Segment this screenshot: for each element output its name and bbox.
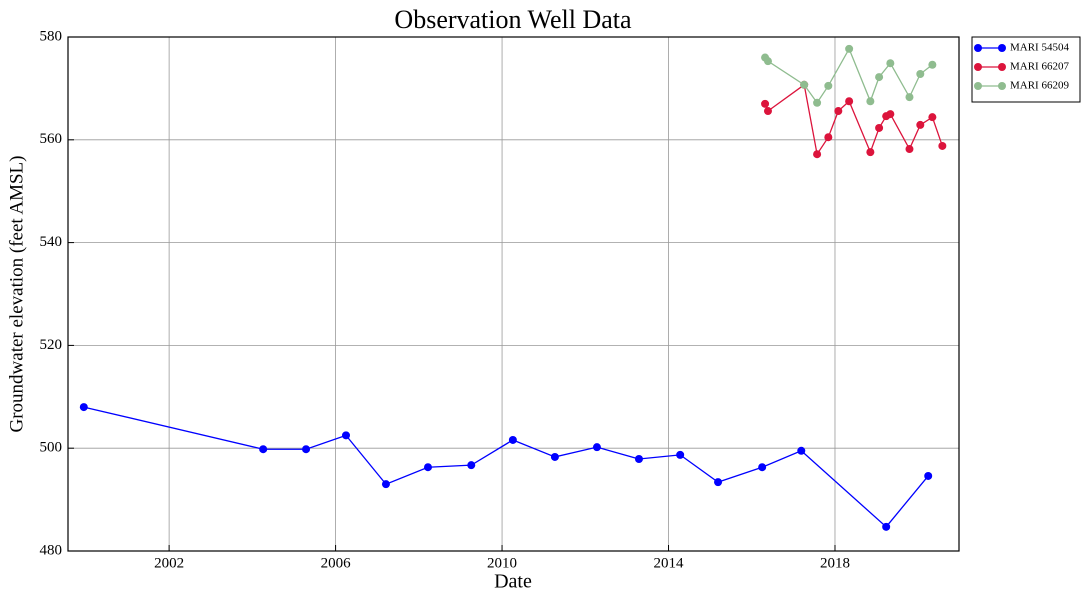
x-tick-label: 2002 xyxy=(154,555,184,571)
y-tick-label: 540 xyxy=(40,234,63,250)
data-point xyxy=(341,431,350,440)
data-point xyxy=(824,81,833,90)
data-point xyxy=(834,107,843,116)
data-point xyxy=(875,73,884,82)
data-point xyxy=(845,97,854,106)
plot-frame xyxy=(67,36,960,552)
data-point xyxy=(302,445,311,454)
data-point xyxy=(714,478,723,487)
x-tick-label: 2006 xyxy=(321,555,352,571)
data-point xyxy=(758,463,767,472)
data-point xyxy=(824,133,833,142)
x-tick-label: 2010 xyxy=(487,555,517,571)
data-point xyxy=(886,110,895,119)
data-point xyxy=(928,60,937,69)
data-point xyxy=(467,461,476,470)
legend: MARI 54504 MARI 66207 MARI 66209 xyxy=(971,36,1081,103)
data-point xyxy=(813,150,822,159)
data-point xyxy=(916,70,925,79)
data-point xyxy=(761,99,770,108)
legend-label: MARI 66209 xyxy=(1010,80,1069,92)
data-point xyxy=(924,471,933,480)
data-point xyxy=(592,443,601,452)
data-point xyxy=(800,80,809,89)
y-axis-label: Groundwater elevation (feet AMSL) xyxy=(6,156,27,433)
legend-marker xyxy=(974,82,982,90)
x-axis-label: Date xyxy=(494,571,532,593)
data-point xyxy=(875,123,884,132)
legend-label: MARI 66207 xyxy=(1010,61,1069,73)
legend-label: MARI 54504 xyxy=(1010,42,1069,54)
data-point xyxy=(845,44,854,53)
data-point xyxy=(813,98,822,107)
data-point xyxy=(905,93,914,102)
chart-title: Observation Well Data xyxy=(394,5,632,34)
legend-marker xyxy=(998,63,1006,71)
data-point xyxy=(676,450,685,459)
legend-marker xyxy=(998,82,1006,90)
data-point xyxy=(508,435,517,444)
legend-marker xyxy=(974,63,982,71)
y-tick-label: 580 xyxy=(40,28,63,44)
y-tick-label: 520 xyxy=(40,337,63,353)
x-tick-label: 2018 xyxy=(820,555,850,571)
data-point xyxy=(886,59,895,68)
data-point xyxy=(866,97,875,106)
data-point xyxy=(916,120,925,129)
y-tick-label: 560 xyxy=(40,131,63,147)
data-point xyxy=(882,522,891,531)
data-point xyxy=(763,107,772,116)
data-point xyxy=(423,463,432,472)
data-point xyxy=(763,57,772,66)
data-point xyxy=(634,454,643,463)
series-line xyxy=(764,47,933,104)
y-tick-label: 480 xyxy=(40,542,63,558)
series-line xyxy=(83,406,929,528)
data-point xyxy=(550,452,559,461)
data-point xyxy=(938,141,947,150)
legend-marker xyxy=(974,44,982,52)
data-point xyxy=(905,145,914,154)
data-point xyxy=(259,445,268,454)
data-point xyxy=(928,113,937,122)
series-line xyxy=(764,83,943,156)
data-point xyxy=(381,480,390,489)
legend-marker xyxy=(998,44,1006,52)
data-point xyxy=(866,148,875,157)
data-point xyxy=(79,403,88,412)
data-point xyxy=(797,446,806,455)
x-tick-label: 2014 xyxy=(654,555,685,571)
y-tick-label: 500 xyxy=(40,440,63,456)
